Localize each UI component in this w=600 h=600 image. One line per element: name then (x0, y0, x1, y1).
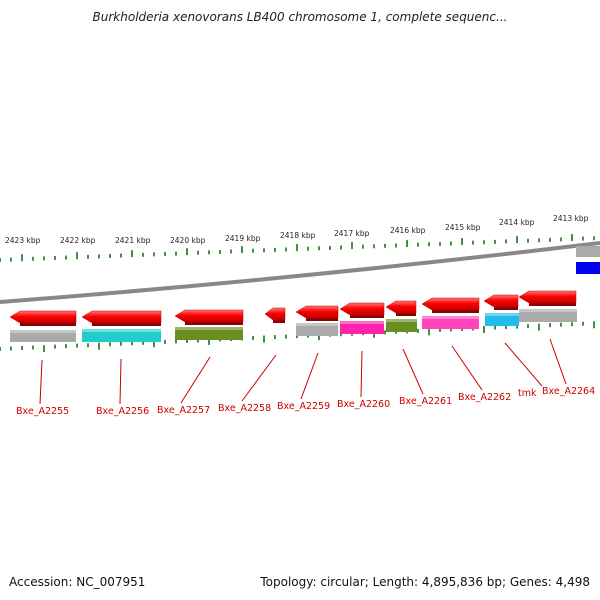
gene-feature-bar[interactable] (485, 313, 519, 326)
gene-feature-bar-highlight (296, 323, 338, 326)
gene-label-leader (504, 342, 543, 387)
gene-feature-bar-highlight (519, 309, 577, 312)
gene-label-leader (241, 354, 277, 402)
gene-label-leader (451, 345, 483, 391)
ruler-tick-label: 2417 kbp (334, 229, 370, 238)
gene-bxe-a2257[interactable]: Bxe_A2257 (157, 309, 244, 416)
gene-feature-bar[interactable] (10, 330, 76, 342)
blue-feature-block[interactable] (576, 262, 600, 274)
gene-bxe-a2264[interactable]: Bxe_A2264 (518, 290, 595, 397)
gene-label[interactable]: tmk (518, 388, 537, 399)
gene-arrow[interactable] (264, 307, 286, 321)
ruler-tick-label: 2419 kbp (225, 234, 261, 243)
gene-arrow-shadow (494, 307, 518, 310)
ruler-tick-label: 2421 kbp (115, 236, 151, 245)
gene-feature-bar[interactable] (175, 327, 243, 340)
gene-bxe-a2256[interactable]: Bxe_A2256 (81, 310, 162, 417)
gene-feature-bar[interactable] (340, 321, 384, 334)
gene-label[interactable]: Bxe_A2256 (96, 406, 149, 417)
gene-arrow-shadow (432, 310, 479, 313)
topology-summary: Topology: circular; Length: 4,895,836 bp… (260, 575, 590, 589)
gene-label[interactable]: Bxe_A2264 (542, 386, 595, 397)
gene-arrow[interactable] (421, 297, 480, 311)
gene-label-leader (549, 338, 567, 385)
gene-label[interactable]: Bxe_A2255 (16, 406, 69, 417)
gene-arrow[interactable] (483, 294, 519, 308)
gene-feature-bar[interactable] (296, 323, 338, 336)
ruler-tick-label: 2416 kbp (390, 226, 426, 235)
gene-feature-bar-highlight (386, 319, 417, 322)
gene-feature-bar-highlight (485, 313, 519, 316)
gene-feature-bar[interactable] (82, 329, 161, 342)
gene-bxe-a2259[interactable]: Bxe_A2259 (277, 305, 339, 412)
gene-feature-bar-highlight (422, 316, 479, 319)
gene-label-leader (402, 348, 424, 395)
gene-arrow-shadow (306, 318, 338, 321)
ruler-tick-label: 2423 kbp (5, 236, 41, 245)
gene-label-leader (39, 359, 43, 405)
accession-text: Accession: NC_007951 (9, 575, 146, 589)
gene-bxe-a2258[interactable]: Bxe_A2258 (218, 307, 286, 414)
gene-arrow[interactable] (174, 309, 244, 323)
gene-feature-bar-highlight (10, 330, 76, 333)
gene-feature-bar[interactable] (519, 309, 577, 322)
gene-arrow-shadow (273, 320, 285, 323)
gene-arrow-shadow (185, 322, 243, 325)
gene-label[interactable]: Bxe_A2260 (337, 399, 390, 410)
gene-feature-bar[interactable] (422, 316, 479, 329)
gene-arrow-shadow (350, 315, 384, 318)
gene-bxe-a2255[interactable]: Bxe_A2255 (9, 310, 77, 417)
gene-feature-bar-highlight (340, 321, 384, 324)
ruler-tick-label: 2413 kbp (553, 214, 589, 223)
ruler-tick-label: 2420 kbp (170, 236, 206, 245)
gene-label-leader (360, 350, 363, 398)
gene-label[interactable]: Bxe_A2257 (157, 405, 210, 416)
gene-label[interactable]: Bxe_A2262 (458, 392, 511, 403)
gene-arrow[interactable] (81, 310, 162, 324)
gene-arrow-shadow (92, 323, 161, 326)
chromosome-backbone (0, 241, 600, 304)
gene-arrow[interactable] (339, 302, 385, 316)
gene-arrow[interactable] (385, 300, 417, 314)
ruler-tick-label: 2418 kbp (280, 231, 316, 240)
ruler-tick-label: 2415 kbp (445, 223, 481, 232)
ruler-tick-label: 2422 kbp (60, 236, 96, 245)
gene-tmk[interactable]: tmk (483, 294, 543, 399)
gene-feature-bar-highlight (82, 329, 161, 332)
gene-track[interactable]: Bxe_A2255 Bxe_A2256 Bxe_A2257 Bxe_A2258 Bxe_… (9, 290, 595, 417)
gene-label-leader (180, 356, 211, 404)
gene-label[interactable]: Bxe_A2259 (277, 401, 330, 412)
gene-label[interactable]: Bxe_A2258 (218, 403, 271, 414)
gene-bxe-a2262[interactable]: Bxe_A2262 (421, 297, 511, 403)
gene-label-leader (300, 352, 319, 400)
gene-arrow-shadow (20, 323, 76, 326)
gene-feature-bar[interactable] (386, 319, 417, 332)
ruler-tick-label: 2414 kbp (499, 218, 535, 227)
gene-arrow-shadow (529, 303, 576, 306)
gene-arrow-shadow (396, 313, 416, 316)
gene-arrow[interactable] (9, 310, 77, 324)
grey-feature-block[interactable] (576, 246, 600, 257)
gene-label[interactable]: Bxe_A2261 (399, 396, 452, 407)
gene-arrow[interactable] (295, 305, 339, 319)
gene-arrow[interactable] (518, 290, 577, 304)
gene-feature-bar-highlight (175, 327, 243, 330)
gene-bxe-a2260[interactable]: Bxe_A2260 (337, 302, 390, 410)
gene-label-leader (119, 358, 122, 405)
ruler: 2423 kbp 2422 kbp 2421 kbp 2420 kbp 2419 kbp… (0, 214, 595, 262)
gene-bxe-a2261[interactable]: Bxe_A2261 (385, 300, 452, 407)
map-title: Burkholderia xenovorans LB400 chromosome… (92, 10, 508, 24)
